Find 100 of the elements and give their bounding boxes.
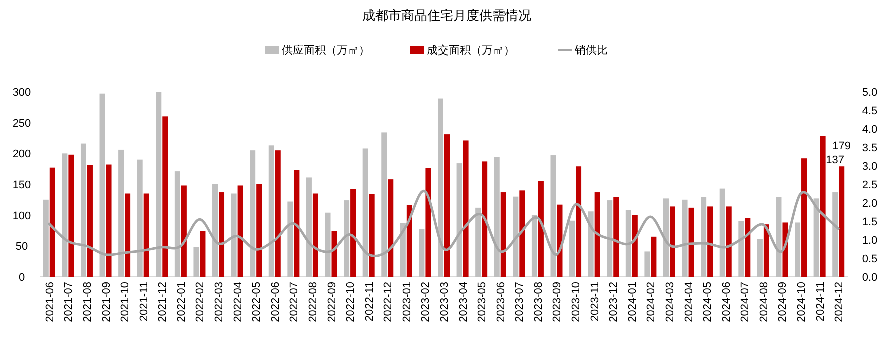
y-tick-label: 250 <box>12 118 32 130</box>
bar <box>651 236 657 277</box>
bar <box>219 192 225 277</box>
x-tick-label: 2022-05 <box>251 282 264 322</box>
x-tick-label: 2023-06 <box>495 282 508 322</box>
x-tick-label: 2023-05 <box>476 282 489 322</box>
bar <box>745 218 751 277</box>
bar <box>550 156 556 277</box>
bar <box>764 224 770 277</box>
x-tick-label: 2023-04 <box>458 282 470 322</box>
bar <box>382 132 388 277</box>
x-tick-label: 2023-11 <box>589 282 602 322</box>
bar <box>419 230 425 277</box>
x-tick-label: 2024-01 <box>626 282 639 322</box>
bar <box>438 98 444 277</box>
x-tick-label: 2023-03 <box>439 282 451 322</box>
y-tick-label: 300 <box>12 87 32 99</box>
bar <box>682 200 688 277</box>
y-tick-label: 150 <box>12 180 32 192</box>
bar <box>87 165 93 277</box>
x-tick-label: 2022-03 <box>214 282 226 322</box>
bar <box>757 239 763 277</box>
x-tick-label: 2024-09 <box>777 282 790 322</box>
x-tick-label: 2021-11 <box>138 282 150 322</box>
bar <box>312 194 318 277</box>
bar <box>100 94 106 277</box>
bar <box>344 200 350 277</box>
bar <box>494 157 500 277</box>
bar <box>701 197 707 277</box>
bar <box>162 116 168 277</box>
bar <box>570 220 576 277</box>
x-tick-label: 2024-02 <box>646 282 658 322</box>
bar <box>482 162 488 277</box>
bar <box>839 166 845 277</box>
bar <box>726 206 732 277</box>
bar <box>670 206 676 277</box>
bar <box>62 154 68 277</box>
bar <box>814 198 820 277</box>
bar <box>476 208 482 277</box>
x-tick-label: 2021-06 <box>44 282 56 322</box>
bar <box>332 231 338 277</box>
bar <box>238 186 244 277</box>
x-tick-label: 2023-02 <box>420 282 432 322</box>
bar <box>557 204 563 277</box>
y-tick-label: 100 <box>12 210 32 222</box>
bar <box>588 212 594 277</box>
x-tick-label: 2022-12 <box>382 282 395 322</box>
bar <box>144 194 150 277</box>
bar <box>325 212 331 277</box>
x-tick-label: 2024-12 <box>834 282 846 322</box>
bar <box>532 215 538 277</box>
x-tick-label: 2024-05 <box>702 282 714 322</box>
bar <box>106 164 112 277</box>
y2-tick-label: 1.0 <box>862 235 878 247</box>
bar <box>275 150 281 277</box>
bar <box>231 194 237 277</box>
bar <box>194 247 200 277</box>
y2-tick-label: 2.0 <box>862 198 878 210</box>
bar <box>576 166 582 277</box>
y2-tick-label: 3.0 <box>862 161 878 173</box>
x-tick-label: 2021-08 <box>82 282 94 322</box>
bar <box>607 200 613 277</box>
bar <box>306 178 312 277</box>
x-tick-label: 2023-08 <box>532 282 545 322</box>
x-tick-label: 2022-02 <box>194 282 207 322</box>
bar <box>444 134 450 277</box>
bar <box>500 192 506 277</box>
bar <box>137 160 143 277</box>
bar <box>200 231 206 277</box>
x-tick-label: 2024-04 <box>683 282 696 322</box>
data-label: 137 <box>826 154 845 167</box>
bar <box>288 202 294 277</box>
y2-tick-label: 4.5 <box>862 106 878 118</box>
x-tick-label: 2024-11 <box>814 282 827 322</box>
x-tick-label: 2024-06 <box>720 282 733 322</box>
bar <box>738 222 744 277</box>
bar <box>118 150 124 277</box>
bar <box>776 197 782 277</box>
x-tick-label: 2022-11 <box>364 282 376 322</box>
bar <box>43 200 49 277</box>
x-tick-label: 2023-09 <box>552 282 564 322</box>
x-tick-label: 2021-12 <box>157 282 170 322</box>
bar <box>456 164 462 277</box>
x-tick-label: 2023-10 <box>570 282 583 322</box>
chart-title: 成都市商品住宅月度供需情况 <box>362 8 532 23</box>
bar <box>362 148 368 277</box>
bar <box>80 144 86 277</box>
bar <box>250 150 256 277</box>
x-tick-label: 2022-01 <box>176 282 188 322</box>
bar <box>820 136 826 277</box>
y2-tick-label: 0.0 <box>862 272 878 284</box>
x-tick-label: 2021-10 <box>120 282 132 322</box>
bar <box>212 184 218 277</box>
y2-tick-label: 4.0 <box>862 124 878 136</box>
legend-label: 销供比 <box>574 44 608 57</box>
bar <box>406 205 412 277</box>
y-tick-label: 50 <box>16 241 28 254</box>
x-tick-label: 2022-07 <box>288 282 301 322</box>
bar <box>256 184 262 277</box>
bar <box>463 140 469 277</box>
